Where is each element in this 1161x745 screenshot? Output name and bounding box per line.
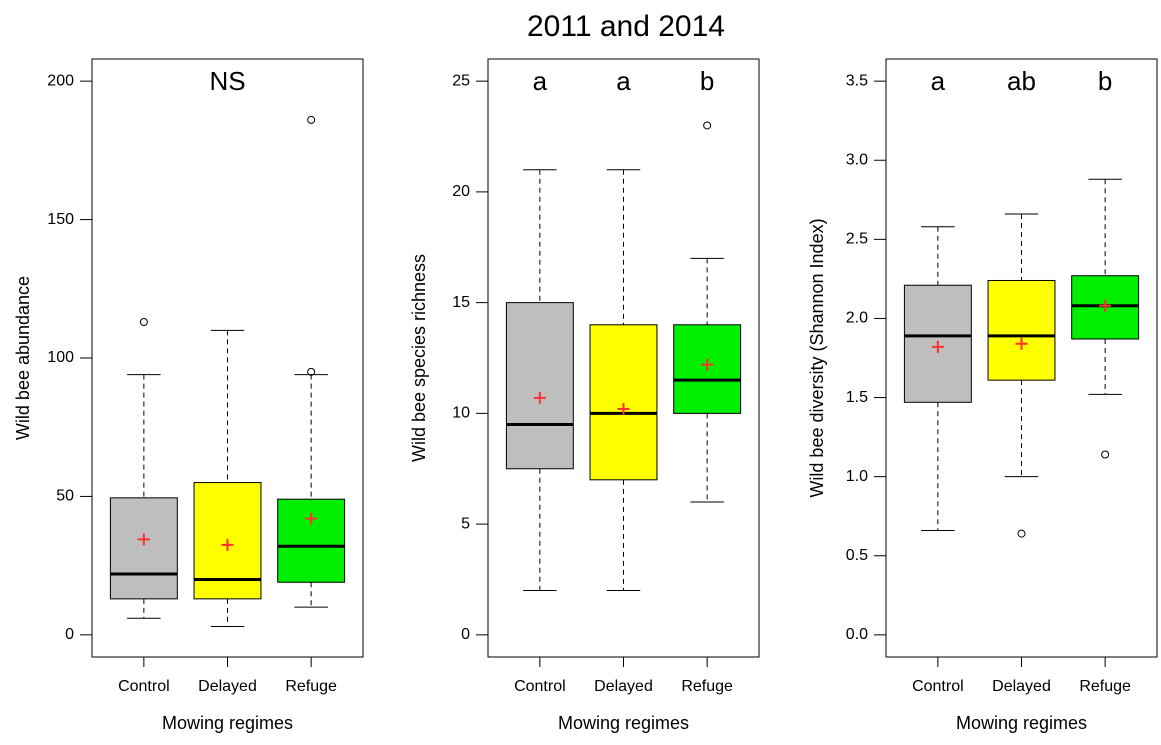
- y-tick-label: 2.0: [846, 310, 868, 327]
- y-tick-label: 3.5: [846, 72, 868, 89]
- x-tick-label: Control: [514, 678, 566, 695]
- y-tick-label: 0: [461, 626, 470, 643]
- x-tick-label: Control: [118, 678, 170, 695]
- y-tick-label: 100: [47, 349, 74, 366]
- mean-marker: [1099, 299, 1112, 312]
- outlier: [1101, 450, 1110, 459]
- x-tick-label: Delayed: [198, 678, 257, 695]
- outlier: [703, 121, 712, 130]
- x-axis-label: Mowing regimes: [558, 713, 689, 733]
- x-tick-label: Delayed: [594, 678, 653, 695]
- y-tick-label: 2.5: [846, 231, 868, 248]
- y-tick-label: 5: [461, 515, 470, 532]
- y-axis-label: Wild bee abundance: [13, 276, 33, 440]
- y-tick-label: 20: [452, 183, 470, 200]
- x-tick-label: Refuge: [1079, 678, 1131, 695]
- group-letter: a: [931, 66, 946, 96]
- box: [987, 279, 1056, 381]
- group-letter: a: [533, 66, 548, 96]
- y-tick-label: 10: [452, 405, 470, 422]
- y-tick-label: 0.0: [846, 626, 868, 643]
- y-tick-label: 50: [56, 488, 74, 505]
- group-letter: b: [700, 66, 714, 96]
- outlier: [307, 115, 316, 124]
- y-tick-label: 25: [452, 72, 470, 89]
- x-axis-label: Mowing regimes: [162, 713, 293, 733]
- y-axis-label: Wild bee diversity (Shannon Index): [807, 218, 827, 497]
- y-axis-label: Wild bee species richness: [409, 254, 429, 462]
- mean-marker: [533, 391, 546, 404]
- x-tick-label: Delayed: [992, 678, 1051, 695]
- annotation: NS: [209, 66, 245, 96]
- mean-marker: [701, 358, 714, 371]
- group-letter: ab: [1007, 66, 1036, 96]
- mean-marker: [221, 538, 234, 551]
- mean-marker: [1015, 337, 1028, 350]
- y-tick-label: 200: [47, 72, 74, 89]
- y-tick-label: 15: [452, 294, 470, 311]
- outlier: [139, 318, 148, 327]
- box: [109, 497, 178, 600]
- mean-marker: [617, 402, 630, 415]
- y-tick-label: 0.5: [846, 547, 868, 564]
- box: [589, 324, 658, 481]
- y-tick-label: 1.0: [846, 468, 868, 485]
- outlier: [1017, 529, 1026, 538]
- chart-title: 2011 and 2014: [527, 10, 725, 43]
- group-letter: a: [616, 66, 631, 96]
- outlier: [307, 367, 316, 376]
- box: [673, 324, 742, 414]
- box: [277, 498, 346, 583]
- y-tick-label: 0: [65, 626, 74, 643]
- y-tick-label: 1.5: [846, 389, 868, 406]
- x-tick-label: Refuge: [285, 678, 337, 695]
- group-letter: b: [1098, 66, 1112, 96]
- x-axis-label: Mowing regimes: [956, 713, 1087, 733]
- x-tick-label: Refuge: [681, 678, 733, 695]
- mean-marker: [931, 340, 944, 353]
- mean-marker: [137, 533, 150, 546]
- y-tick-label: 3.0: [846, 151, 868, 168]
- x-tick-label: Control: [912, 678, 964, 695]
- y-tick-label: 150: [47, 211, 74, 228]
- mean-marker: [305, 512, 318, 525]
- box: [505, 302, 574, 470]
